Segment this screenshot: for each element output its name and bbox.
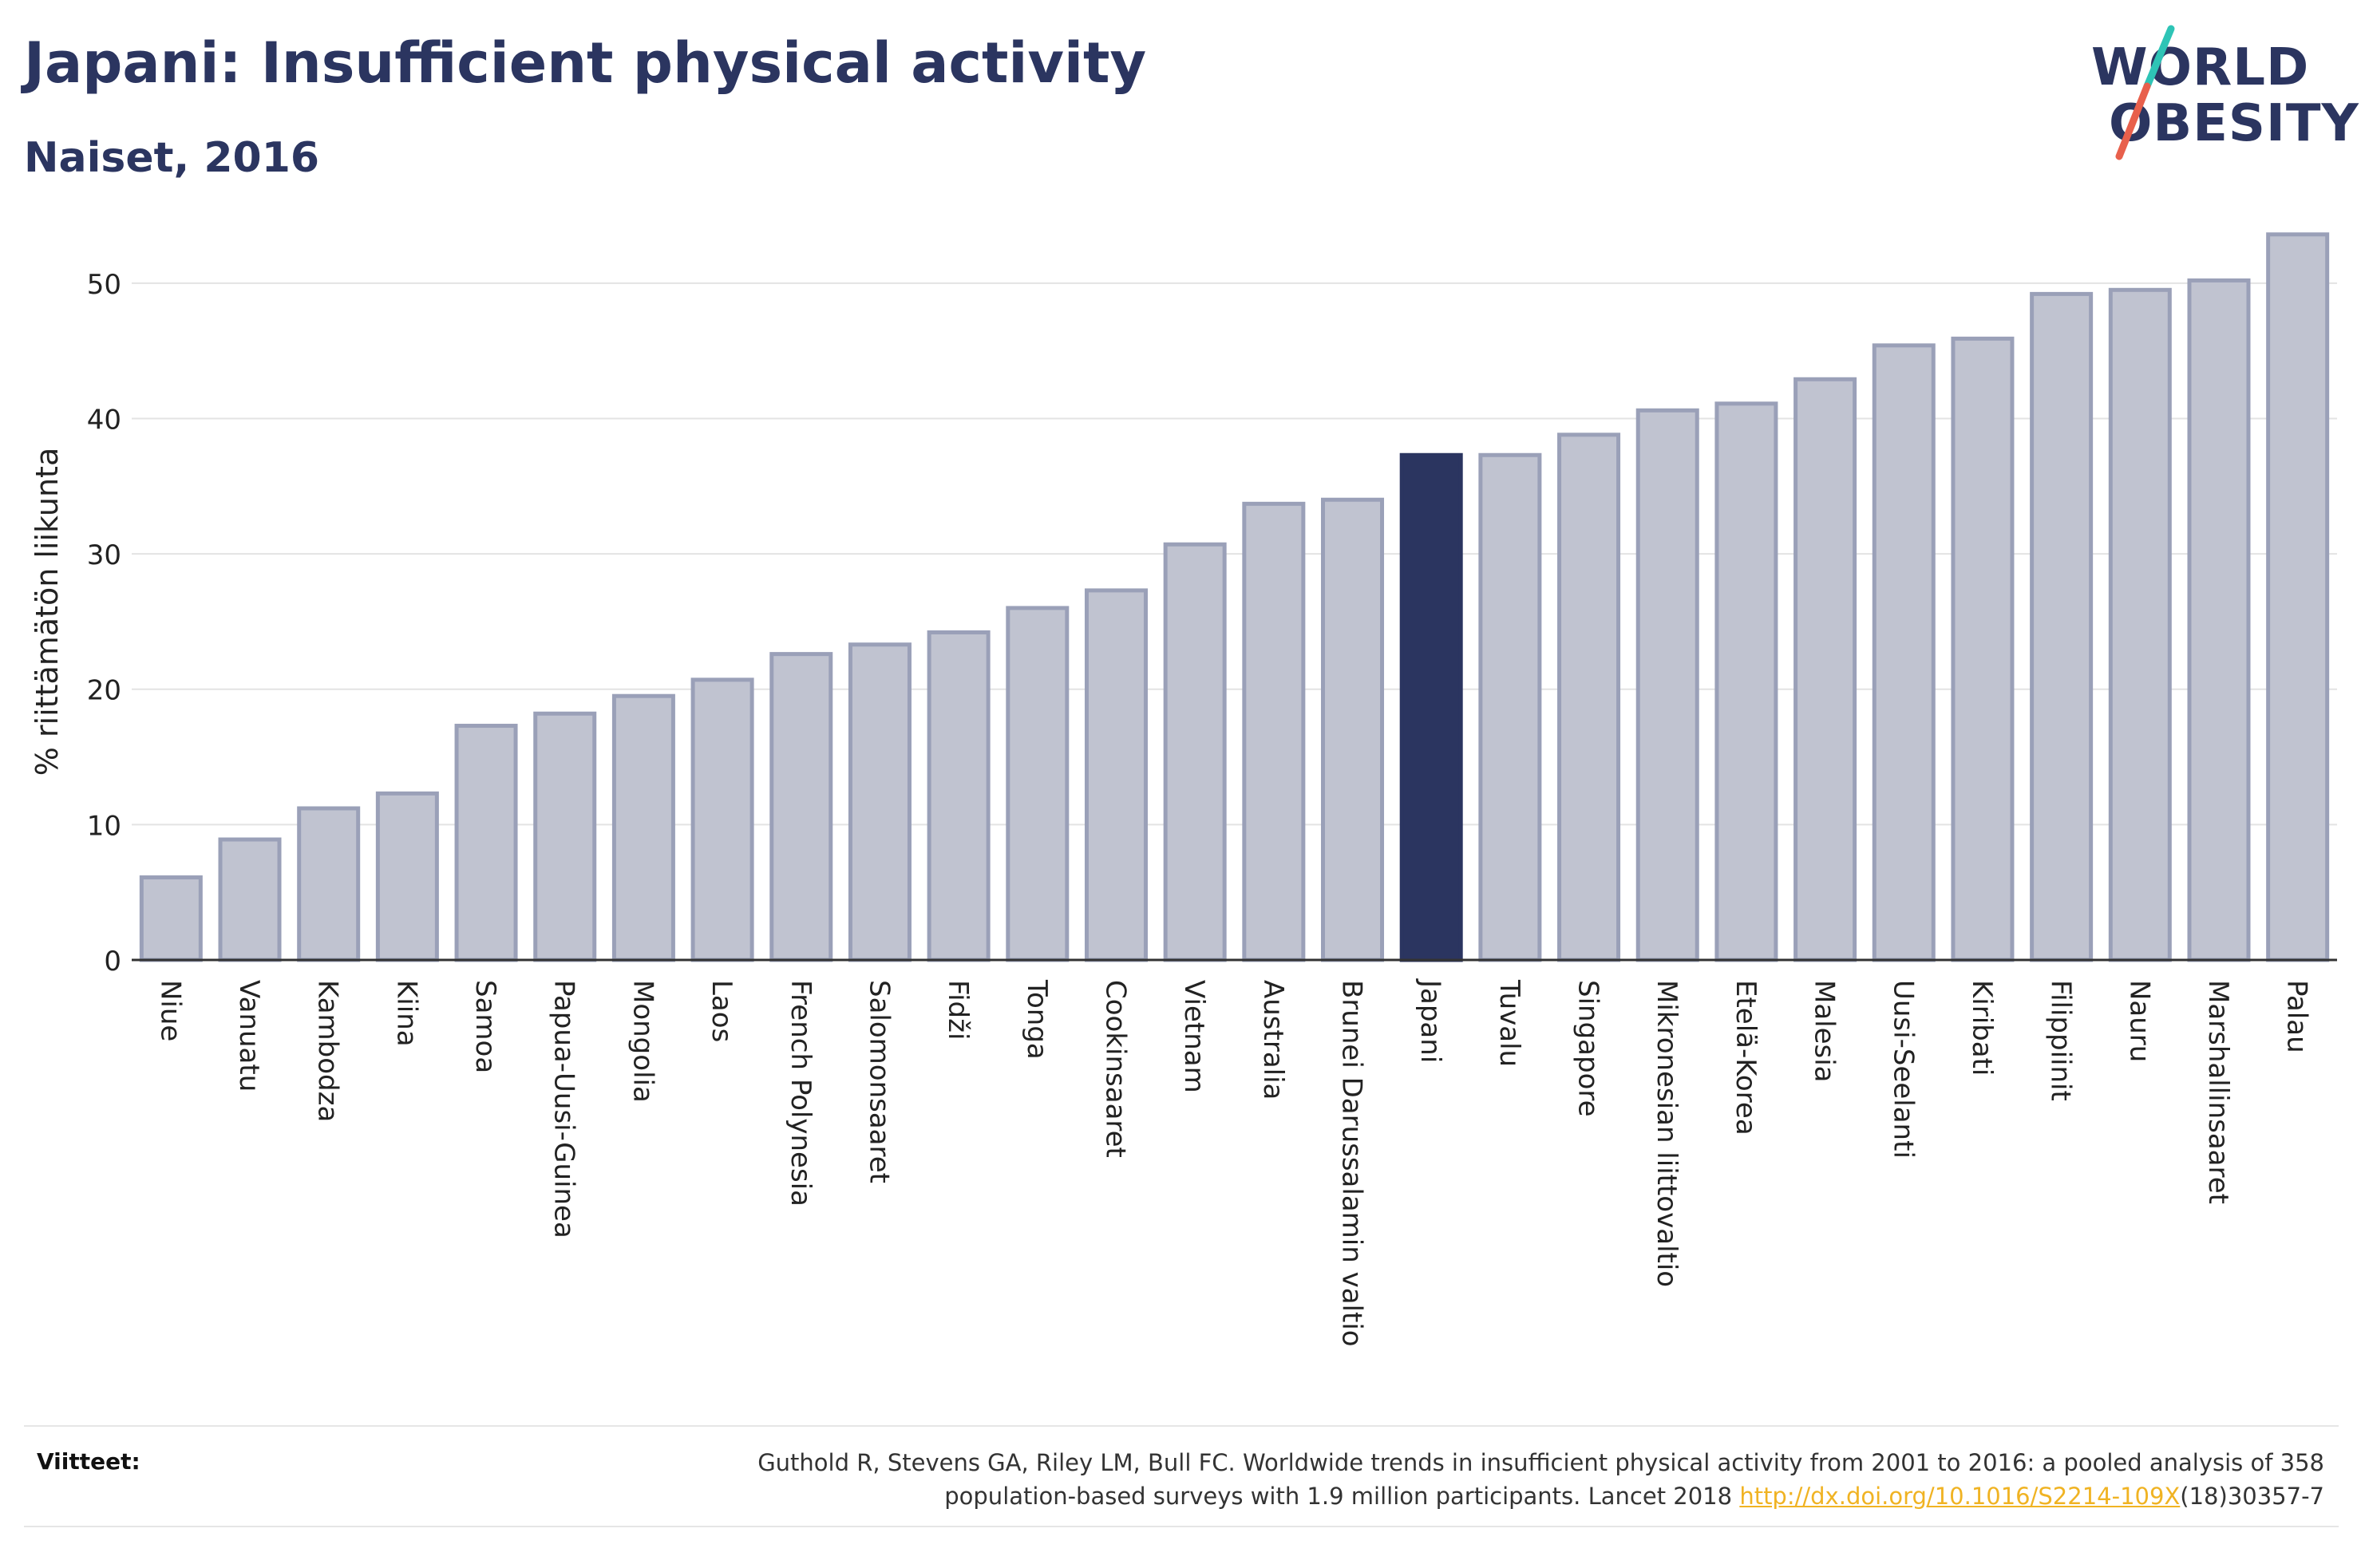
y-axis-label: % riittämätön liikunta <box>30 448 65 776</box>
y-tick-label: 50 <box>87 269 121 301</box>
y-tick-label: 30 <box>87 539 121 571</box>
bar-mongolia <box>611 693 675 962</box>
bar-tonga <box>1006 606 1070 962</box>
bar-chart: 0 10 20 30 40 50 Niue Vanuatu Kambodza Kiina Samo… <box>30 232 2337 1347</box>
bar-marshallinsaaret <box>2187 278 2251 962</box>
footer-label: Viitteet: <box>37 1448 140 1475</box>
chart-title: Japani: Insufficient physical activity <box>24 30 1147 96</box>
bar-vanuatu <box>218 837 282 962</box>
footer-divider-top <box>24 1425 2339 1427</box>
bar-kiribati <box>1951 336 2015 962</box>
logo-text-obesity: OBESITY <box>2109 94 2359 153</box>
x-tick-label: Salomonsaaret <box>863 980 895 1183</box>
bar-nauru <box>2108 287 2172 962</box>
world-obesity-logo: WORLD OBESITY <box>2075 22 2359 166</box>
x-tick-label: Marshallinsaaret <box>2202 980 2234 1204</box>
x-tick-label: Singapore <box>1572 980 1604 1117</box>
x-tick-label: Kiribati <box>1966 980 1998 1076</box>
bar-tuvalu <box>1478 452 1542 962</box>
x-tick-label: Japani <box>1414 978 1446 1063</box>
bar-malesia <box>1793 377 1857 962</box>
bar-etel-korea <box>1714 401 1778 962</box>
bar-mikronesian-liittovaltio <box>1635 408 1699 962</box>
x-tick-label: Fidži <box>942 980 974 1040</box>
x-tick-label: Mikronesian liittovaltio <box>1651 980 1683 1287</box>
x-tick-label: Brunei Darussalamin valtio <box>1336 980 1368 1347</box>
bar-uusi-seelanti <box>1872 343 1936 962</box>
x-tick-label: Niue <box>154 980 186 1041</box>
x-tick-label: Mongolia <box>627 980 658 1103</box>
bar-samoa <box>454 724 518 962</box>
bar-singapore <box>1557 432 1621 962</box>
y-tick-label: 40 <box>87 404 121 436</box>
footer-divider-bottom <box>24 1526 2339 1527</box>
x-tick-label: Palau <box>2281 980 2313 1053</box>
bar-kambodza <box>297 806 361 962</box>
bar-fid-i <box>927 630 991 962</box>
bar-papua-uusi-guinea <box>533 711 597 962</box>
x-tick-label: Uusi-Seelanti <box>1887 980 1919 1159</box>
x-tick-label: Etelä-Korea <box>1730 980 1762 1136</box>
x-tick-label: Australia <box>1257 980 1289 1100</box>
x-tick-label: Cookinsaaret <box>1099 980 1131 1158</box>
x-tick-label: Tuvalu <box>1493 979 1525 1067</box>
reference-line-2: population-based surveys with 1.9 millio… <box>488 1479 2324 1513</box>
bar-niue <box>139 875 203 962</box>
bar-french-polynesia <box>769 652 833 962</box>
reference-line-2-suffix: (18)30357-7 <box>2180 1483 2324 1510</box>
chart-subtitle: Naiset, 2016 <box>24 134 320 182</box>
footer-reference: Guthold R, Stevens GA, Riley LM, Bull FC… <box>488 1446 2324 1513</box>
x-tick-label: Laos <box>706 980 738 1042</box>
y-axis-ticks: 0 10 20 30 40 50 <box>87 269 121 978</box>
bar-vietnam <box>1163 542 1227 962</box>
x-tick-label: Vietnam <box>1178 980 1210 1093</box>
x-tick-label: Kambodza <box>312 980 344 1122</box>
bar-kiina <box>375 791 439 962</box>
y-tick-label: 10 <box>87 810 121 842</box>
bar-brunei-darussalamin-valtio <box>1321 497 1385 962</box>
x-tick-label: French Polynesia <box>785 980 817 1207</box>
bar-cookinsaaret <box>1084 588 1148 962</box>
x-tick-label: Nauru <box>2123 980 2155 1062</box>
bar-laos <box>690 677 754 962</box>
bar-palau <box>2266 232 2330 962</box>
reference-line-2-text: population-based surveys with 1.9 millio… <box>944 1483 1740 1510</box>
x-tick-label: Filippiinit <box>2045 980 2077 1101</box>
bar-salomonsaaret <box>848 642 912 962</box>
y-tick-label: 0 <box>104 946 121 978</box>
x-tick-label: Papua-Uusi-Guinea <box>548 980 580 1238</box>
x-tick-label: Kiina <box>390 980 422 1047</box>
bar-australia <box>1242 501 1306 962</box>
y-tick-label: 20 <box>87 675 121 707</box>
doi-link[interactable]: http://dx.doi.org/10.1016/S2214-109X <box>1739 1483 2181 1510</box>
logo-slash-icon <box>2115 25 2175 160</box>
bars <box>139 232 2330 962</box>
logo-text-world: WORLD <box>2091 38 2310 97</box>
x-tick-label: Samoa <box>469 980 501 1073</box>
x-tick-label: Vanuatu <box>233 980 265 1092</box>
bar-filippiinit <box>2030 291 2094 962</box>
reference-line-1: Guthold R, Stevens GA, Riley LM, Bull FC… <box>757 1449 2324 1476</box>
bar-japani <box>1399 452 1463 962</box>
x-axis-labels: Niue Vanuatu Kambodza Kiina Samoa Papua-Uusi-… <box>154 978 2312 1347</box>
x-tick-label: Malesia <box>1809 980 1841 1083</box>
x-tick-label: Tonga <box>1021 979 1053 1060</box>
